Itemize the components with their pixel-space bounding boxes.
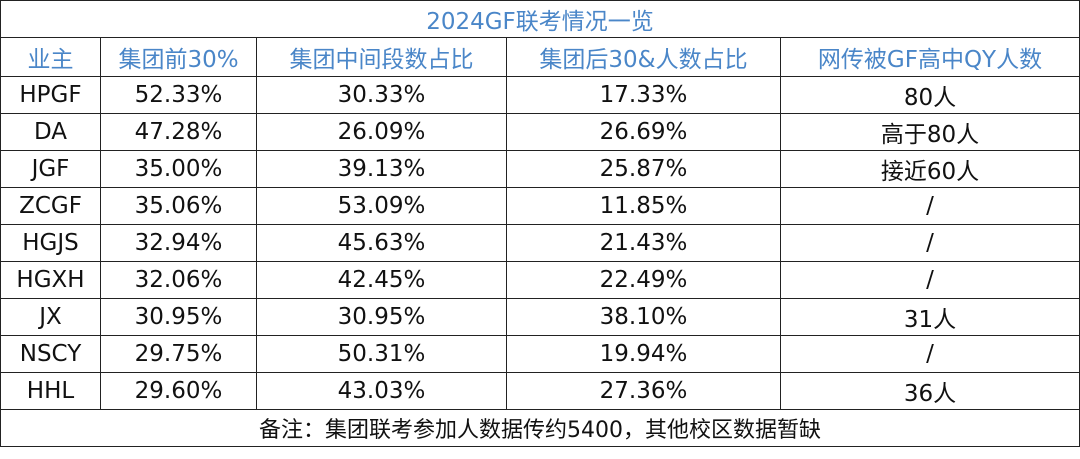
cell: 80人 [780, 76, 1080, 114]
header-cell: 集团前30% [100, 37, 257, 77]
table-body: 2024GF联考情况一览 业主 集团前30% 集团中间段数占比 集团后30&人数占比网… [0, 0, 1080, 447]
cell: NSCY [0, 335, 101, 373]
cell: 32.94% [100, 224, 257, 262]
cell: 35.00% [100, 150, 257, 188]
cell: 31人 [780, 298, 1080, 336]
cell: / [780, 224, 1080, 262]
cell: 高于80人 [780, 113, 1080, 151]
cell: 25.87% [506, 150, 781, 188]
cell: 11.85% [506, 187, 781, 225]
cell: 36人 [780, 372, 1080, 410]
header-cell: 网传被GF高中QY人数 [780, 37, 1080, 77]
data-row: JGF 35.00% 39.13% 25.87% 接近60人 [0, 150, 1080, 188]
cell: 17.33% [506, 76, 781, 114]
footer-note: 备注：集团联考参加人数据传约5400，其他校区数据暂缺 [0, 409, 1080, 447]
data-row: HHL 29.60% 43.03% 27.36% 36人 [0, 372, 1080, 410]
cell: / [780, 187, 1080, 225]
cell: 接近60人 [780, 150, 1080, 188]
table-title: 2024GF联考情况一览 [0, 0, 1080, 38]
cell: 30.33% [256, 76, 507, 114]
cell: 27.36% [506, 372, 781, 410]
cell: HHL [0, 372, 101, 410]
header-cell: 业主 [0, 37, 101, 77]
cell: 43.03% [256, 372, 507, 410]
data-row: NSCY 29.75% 50.31% 19.94% / [0, 335, 1080, 373]
cell: 50.31% [256, 335, 507, 373]
data-row: HGJS 32.94% 45.63% 21.43% / [0, 224, 1080, 262]
cell: 26.09% [256, 113, 507, 151]
title-row: 2024GF联考情况一览 [0, 0, 1080, 38]
data-row: HGXH 32.06% 42.45% 22.49% / [0, 261, 1080, 299]
cell: 29.60% [100, 372, 257, 410]
cell: 26.69% [506, 113, 781, 151]
cell: 30.95% [256, 298, 507, 336]
cell: / [780, 261, 1080, 299]
data-row: DA 47.28% 26.09% 26.69% 高于80人 [0, 113, 1080, 151]
cell: 38.10% [506, 298, 781, 336]
cell: / [780, 335, 1080, 373]
cell: JX [0, 298, 101, 336]
cell: HPGF [0, 76, 101, 114]
cell: DA [0, 113, 101, 151]
cell: 45.63% [256, 224, 507, 262]
cell: 22.49% [506, 261, 781, 299]
header-cell: 集团中间段数占比 [256, 37, 507, 77]
cell: HGJS [0, 224, 101, 262]
cell: 53.09% [256, 187, 507, 225]
cell: 39.13% [256, 150, 507, 188]
cell: ZCGF [0, 187, 101, 225]
cell: 32.06% [100, 261, 257, 299]
cell: 47.28% [100, 113, 257, 151]
cell: JGF [0, 150, 101, 188]
cell: 30.95% [100, 298, 257, 336]
cell: 21.43% [506, 224, 781, 262]
cell: 19.94% [506, 335, 781, 373]
cell: 42.45% [256, 261, 507, 299]
footer-row: 备注：集团联考参加人数据传约5400，其他校区数据暂缺 [0, 409, 1080, 447]
header-row: 业主 集团前30% 集团中间段数占比 集团后30&人数占比 网传被GF高中QY人数 [0, 37, 1080, 77]
data-row: JX 30.95% 30.95% 38.10% 31人 [0, 298, 1080, 336]
cell: 35.06% [100, 187, 257, 225]
data-row: ZCGF 35.06% 53.09% 11.85% / [0, 187, 1080, 225]
cell: 29.75% [100, 335, 257, 373]
results-table: 2024GF联考情况一览 业主 集团前30% 集团中间段数占比 集团后30&人数占比网… [0, 0, 1080, 447]
data-row: HPGF 52.33% 30.33% 17.33% 80人 [0, 76, 1080, 114]
cell: HGXH [0, 261, 101, 299]
header-cell: 集团后30&人数占比 [506, 37, 781, 77]
cell: 52.33% [100, 76, 257, 114]
